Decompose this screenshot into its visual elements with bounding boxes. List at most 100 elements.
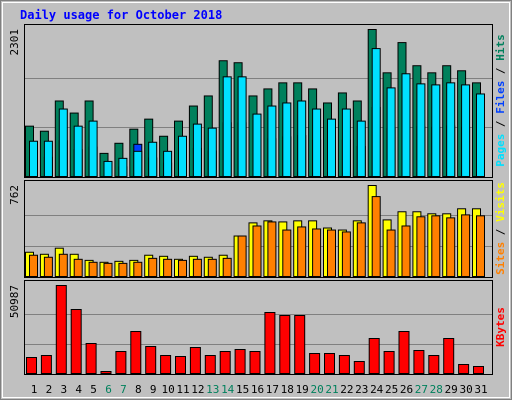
bar [341, 108, 351, 177]
x-tick-label: 11 [176, 383, 189, 396]
bar [178, 259, 187, 278]
bar [118, 262, 128, 278]
bar [267, 221, 277, 278]
bar [148, 141, 158, 177]
x-tick-label: 14 [221, 383, 235, 396]
bar [312, 108, 322, 177]
bar [148, 257, 158, 278]
x-tick-label: 10 [161, 383, 174, 396]
bar [100, 370, 112, 374]
x-tick-label: 4 [75, 383, 82, 396]
x-tick-label: 26 [400, 383, 413, 396]
x-tick-label: 25 [385, 383, 398, 396]
bar [416, 83, 426, 177]
bar [115, 350, 127, 375]
bar [88, 120, 98, 177]
bar [178, 135, 187, 178]
x-tick-label: 24 [370, 383, 384, 396]
x-tick-label: 29 [445, 383, 458, 396]
x-tick-label: 30 [459, 383, 472, 396]
bar [473, 365, 484, 375]
bar [163, 258, 173, 278]
y-tick-label: 2301 [8, 29, 21, 56]
x-tick-label: 7 [120, 383, 127, 396]
bar [160, 354, 172, 374]
bar [297, 100, 307, 177]
legend-separator: / [494, 61, 507, 81]
bar [222, 257, 232, 278]
bar [476, 215, 485, 277]
bar [413, 350, 425, 374]
bar [252, 225, 262, 277]
bar [327, 229, 336, 277]
legend-entry: Hits [494, 34, 507, 61]
legend-entry: Sites [494, 242, 507, 275]
x-tick-label: 18 [281, 383, 294, 396]
bar [309, 352, 321, 374]
bar [175, 355, 186, 375]
x-tick-label: 6 [105, 383, 112, 396]
bar [401, 225, 411, 277]
x-tick-label: 15 [236, 383, 249, 396]
bar [58, 108, 68, 177]
x-tick-label: 13 [206, 383, 219, 396]
bar [118, 157, 128, 177]
bar [192, 258, 202, 278]
x-tick-label: 23 [355, 383, 368, 396]
bar [461, 84, 471, 177]
bar [26, 357, 37, 375]
bar [398, 330, 410, 374]
bar [476, 93, 485, 177]
bar [458, 363, 470, 374]
bar [446, 217, 456, 277]
bar [70, 308, 82, 374]
legend-separator: / [494, 222, 507, 242]
bar [264, 312, 276, 375]
x-tick-label: 3 [60, 383, 67, 396]
bar [383, 350, 395, 375]
bar [446, 82, 456, 177]
y-tick-label: 50987 [8, 285, 21, 318]
bar [29, 254, 38, 277]
x-tick-label: 19 [296, 383, 309, 396]
bar [249, 350, 261, 375]
x-tick-label: 27 [415, 383, 428, 396]
bar [192, 123, 202, 177]
bar [401, 73, 411, 177]
bar [73, 258, 83, 278]
x-tick-label: 20 [310, 383, 323, 396]
bar [282, 229, 292, 277]
x-tick-label: 16 [251, 383, 264, 396]
x-tick-label: 8 [135, 383, 142, 396]
bar [207, 258, 217, 278]
bar [338, 354, 350, 374]
bar [386, 87, 396, 177]
legend-entry: Files [494, 81, 507, 114]
x-tick-label: 21 [325, 383, 338, 396]
bar [73, 125, 83, 177]
bar [145, 345, 157, 374]
bar [133, 150, 143, 178]
bar [356, 120, 366, 177]
x-tick-label: 22 [340, 383, 353, 396]
legend-separator: / [494, 114, 507, 134]
x-tick-label: 17 [266, 383, 279, 396]
chart-title: Daily usage for October 2018 [20, 8, 222, 22]
bar [431, 215, 441, 277]
bar [386, 229, 396, 277]
legend-entry: Visits [494, 182, 507, 222]
bar [428, 354, 440, 374]
bar [371, 48, 381, 178]
x-tick-label: 5 [90, 383, 97, 396]
bar [29, 140, 38, 178]
bar [356, 222, 366, 278]
bar [282, 102, 292, 177]
bar [85, 342, 97, 374]
bar [219, 350, 231, 375]
legend-entry: KBytes [494, 307, 507, 347]
bar [103, 160, 113, 178]
bar [163, 150, 173, 178]
bar [234, 348, 246, 374]
